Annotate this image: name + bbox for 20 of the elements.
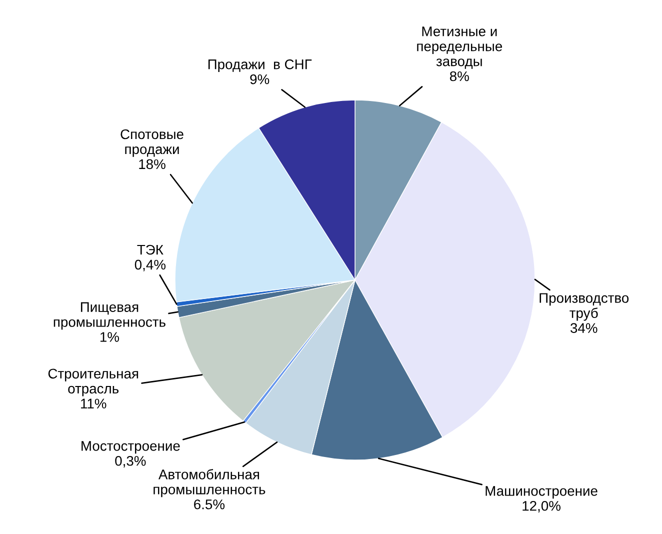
data-label: 9% [250,74,270,84]
data-label: 11% [81,398,106,408]
data-label: 12,0% [522,500,560,512]
slice-label: Мостостроение [82,441,180,454]
data-label: 18% [139,159,166,170]
slice-label: ТЭК [137,244,164,255]
slice-label: Спотовые продажи [120,129,184,157]
slice-label: Строительная отрасль [48,368,138,396]
data-label: 8% [450,71,469,82]
data-label: 0,4% [134,260,166,272]
slice-label: Машиностроение [486,486,598,499]
data-label: 6.5% [194,499,225,510]
data-label: 0,3% [115,456,146,468]
slice-label: Автомобильная промышленность [154,469,266,498]
slice-label: Производство труб [540,293,629,321]
data-label: 1% [100,332,120,342]
slice-label: Пищевая промышленность [54,302,166,330]
slice-label: Продажи в СНГ [208,59,312,72]
data-label: 34% [570,323,598,333]
slice-label: Метизные и передельные заводы [417,26,502,69]
